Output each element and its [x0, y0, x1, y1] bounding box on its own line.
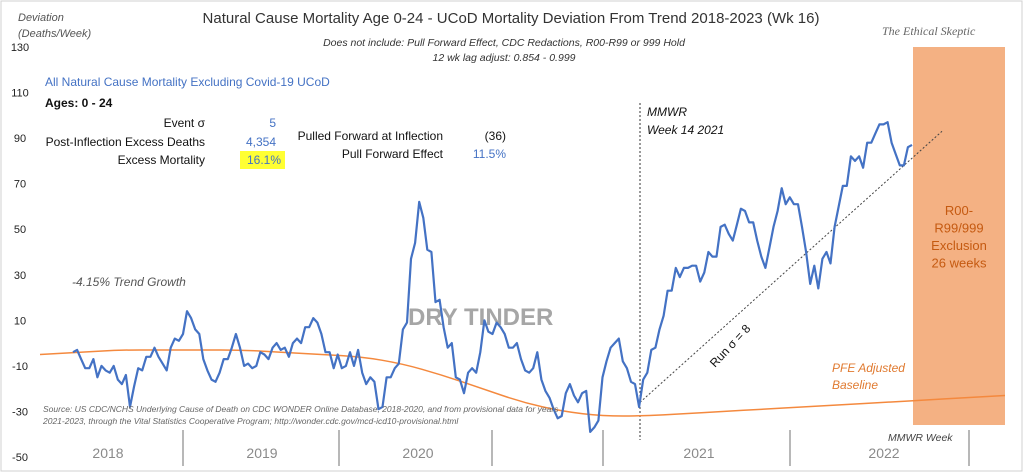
- exclusion-text-line: R00-: [945, 203, 973, 218]
- x-year-label: 2021: [683, 445, 714, 461]
- mortality-deviation-series-line: [72, 121, 913, 433]
- y-tick-label: 110: [11, 88, 29, 100]
- event-sigma-value: 5: [269, 116, 276, 130]
- excess-mortality-value: 16.1%: [247, 153, 281, 167]
- exclusion-text-line: Exclusion: [931, 238, 987, 253]
- x-axis: 2018 2019 2020 2021 2022: [92, 430, 970, 466]
- chart-subtitle-2: 12 wk lag adjust: 0.854 - 0.999: [432, 52, 575, 64]
- brand-logo: The Ethical Skeptic: [882, 24, 976, 38]
- x-year-label: 2019: [246, 445, 277, 461]
- pulled-forward-label: Pulled Forward at Inflection: [298, 129, 443, 143]
- baseline-label-1: PFE Adjusted: [832, 361, 905, 375]
- y-axis: 130 110 90 70 50 30 10 -10 -30 -50: [11, 42, 29, 464]
- x-year-label: 2020: [402, 445, 433, 461]
- x-axis-label: MMWR Week: [888, 432, 953, 444]
- x-year-label: 2018: [92, 445, 123, 461]
- exclusion-text-line: R99/999: [934, 221, 983, 236]
- y-tick-label: -10: [12, 361, 28, 373]
- y-tick-label: 30: [14, 270, 26, 282]
- inflection-label-2: Week 14 2021: [647, 123, 724, 137]
- series-group: [39, 121, 1006, 433]
- excess-mortality-label: Excess Mortality: [118, 153, 205, 167]
- pfe-value: 11.5%: [473, 147, 506, 161]
- excess-mortality-highlight: [240, 151, 285, 169]
- excess-deaths-value: 4,354: [246, 135, 276, 149]
- chart-subtitle-1: Does not include: Pull Forward Effect, C…: [323, 37, 686, 49]
- y-tick-label: 70: [14, 179, 26, 191]
- exclusion-box: [913, 47, 1005, 425]
- exclusion-text-line: 26 weeks: [932, 256, 987, 271]
- baseline-series-line: [39, 349, 1006, 417]
- y-tick-label: -50: [12, 452, 28, 464]
- y-tick-label: 90: [14, 133, 26, 145]
- y-tick-label: 130: [11, 42, 29, 54]
- y-axis-label-2: (Deaths/Week): [18, 28, 91, 40]
- source-note-2: 2021-2023, through the Vital Statistics …: [42, 416, 459, 426]
- ages-label: Ages: 0 - 24: [45, 96, 113, 110]
- watermark-dry-tinder: DRY TINDER: [408, 304, 553, 331]
- chart-title: Natural Cause Mortality Age 0-24 - UCoD …: [203, 10, 820, 27]
- source-note-1: Source: US CDC/NCHS Underlying Cause of …: [43, 404, 559, 414]
- y-tick-label: -30: [12, 406, 28, 418]
- pfe-label: Pull Forward Effect: [342, 147, 444, 161]
- baseline-label-2: Baseline: [832, 378, 878, 392]
- inflection-label-1: MMWR: [647, 105, 687, 119]
- y-tick-label: 10: [14, 315, 26, 327]
- excess-deaths-label: Post-Inflection Excess Deaths: [46, 135, 205, 149]
- y-axis-label-1: Deviation: [18, 12, 64, 24]
- y-tick-label: 50: [14, 224, 26, 236]
- stats-heading: All Natural Cause Mortality Excluding Co…: [45, 75, 330, 89]
- event-sigma-label: Event σ: [164, 116, 206, 130]
- trend-growth-label: -4.15% Trend Growth: [72, 275, 186, 289]
- exclusion-label: R00- R99/999 Exclusion 26 weeks: [931, 203, 987, 271]
- x-year-label: 2022: [868, 445, 899, 461]
- pulled-forward-value: (36): [485, 129, 506, 143]
